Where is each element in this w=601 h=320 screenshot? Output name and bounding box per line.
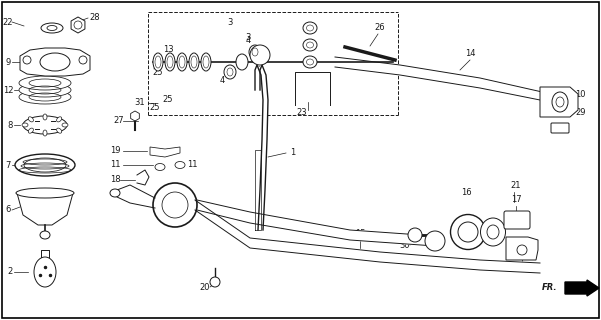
Ellipse shape: [28, 117, 34, 122]
Circle shape: [250, 45, 270, 65]
Ellipse shape: [303, 22, 317, 34]
Ellipse shape: [34, 257, 56, 287]
Text: 5: 5: [257, 60, 263, 69]
Ellipse shape: [155, 164, 165, 171]
Text: 26: 26: [374, 23, 385, 32]
Text: 27: 27: [113, 116, 124, 125]
Circle shape: [517, 245, 527, 255]
Ellipse shape: [165, 53, 175, 71]
Ellipse shape: [62, 123, 68, 127]
Text: FR.: FR.: [542, 284, 557, 292]
Polygon shape: [197, 200, 435, 246]
Text: 2: 2: [7, 268, 13, 276]
Ellipse shape: [43, 114, 47, 120]
Ellipse shape: [22, 123, 28, 127]
Ellipse shape: [43, 130, 47, 136]
Text: 17: 17: [511, 195, 521, 204]
Polygon shape: [540, 87, 578, 117]
Ellipse shape: [552, 92, 568, 112]
FancyArrow shape: [565, 280, 599, 296]
Text: 3: 3: [245, 33, 251, 42]
Text: 22: 22: [3, 18, 13, 27]
Ellipse shape: [19, 76, 71, 90]
Text: 25: 25: [150, 103, 160, 112]
Ellipse shape: [47, 26, 57, 30]
Text: 13: 13: [163, 45, 173, 54]
Text: 31: 31: [135, 98, 145, 107]
Ellipse shape: [175, 162, 185, 169]
Text: 4: 4: [219, 76, 225, 85]
Polygon shape: [255, 65, 267, 230]
Text: 9: 9: [5, 58, 11, 67]
Ellipse shape: [303, 39, 317, 51]
Ellipse shape: [201, 53, 211, 71]
Text: 28: 28: [90, 12, 100, 21]
Polygon shape: [117, 185, 155, 208]
Ellipse shape: [236, 54, 248, 70]
Text: 3: 3: [155, 55, 160, 64]
Text: 23: 23: [297, 108, 307, 117]
Text: 24: 24: [517, 263, 527, 272]
Text: 29: 29: [575, 108, 585, 117]
Ellipse shape: [189, 53, 199, 71]
Ellipse shape: [56, 128, 62, 133]
Text: 12: 12: [3, 85, 13, 94]
Ellipse shape: [40, 53, 70, 71]
Text: 20: 20: [200, 283, 210, 292]
Ellipse shape: [481, 218, 505, 246]
Ellipse shape: [16, 188, 74, 198]
Text: 21: 21: [511, 181, 521, 190]
Ellipse shape: [224, 65, 236, 79]
Text: 8: 8: [7, 121, 13, 130]
Text: 7: 7: [5, 161, 11, 170]
Circle shape: [425, 231, 445, 251]
Ellipse shape: [19, 90, 71, 104]
Text: 14: 14: [465, 49, 475, 58]
Text: 18: 18: [110, 175, 121, 184]
Circle shape: [79, 56, 87, 64]
Ellipse shape: [177, 53, 187, 71]
Ellipse shape: [41, 23, 63, 33]
Ellipse shape: [40, 231, 50, 239]
Text: 25: 25: [163, 95, 173, 104]
Ellipse shape: [19, 83, 71, 97]
Polygon shape: [17, 193, 73, 225]
Text: 11: 11: [110, 160, 120, 169]
Text: 16: 16: [461, 188, 471, 197]
Text: 19: 19: [110, 146, 120, 155]
Polygon shape: [20, 48, 90, 76]
Text: 1: 1: [290, 148, 295, 157]
Circle shape: [23, 56, 31, 64]
FancyBboxPatch shape: [504, 211, 530, 229]
Text: 10: 10: [575, 90, 585, 99]
Polygon shape: [150, 147, 180, 157]
Ellipse shape: [153, 53, 163, 71]
Circle shape: [153, 183, 197, 227]
Ellipse shape: [303, 56, 317, 68]
Text: 4: 4: [245, 36, 251, 45]
Circle shape: [408, 228, 422, 242]
Text: 25: 25: [153, 68, 163, 77]
Polygon shape: [71, 17, 85, 33]
Ellipse shape: [249, 45, 261, 59]
Polygon shape: [506, 237, 538, 260]
Ellipse shape: [56, 117, 62, 122]
Ellipse shape: [24, 158, 66, 172]
Polygon shape: [195, 200, 540, 273]
Ellipse shape: [28, 128, 34, 133]
Ellipse shape: [23, 116, 67, 134]
Ellipse shape: [110, 189, 120, 197]
Text: 6: 6: [5, 205, 11, 214]
FancyBboxPatch shape: [551, 123, 569, 133]
Text: 11: 11: [187, 160, 198, 169]
Text: 30: 30: [400, 241, 410, 250]
Polygon shape: [255, 150, 261, 230]
Polygon shape: [335, 57, 560, 104]
Circle shape: [210, 277, 220, 287]
Polygon shape: [130, 111, 139, 121]
Ellipse shape: [451, 214, 486, 250]
Text: 15: 15: [355, 229, 365, 238]
Text: 3: 3: [227, 18, 233, 27]
Ellipse shape: [15, 154, 75, 176]
